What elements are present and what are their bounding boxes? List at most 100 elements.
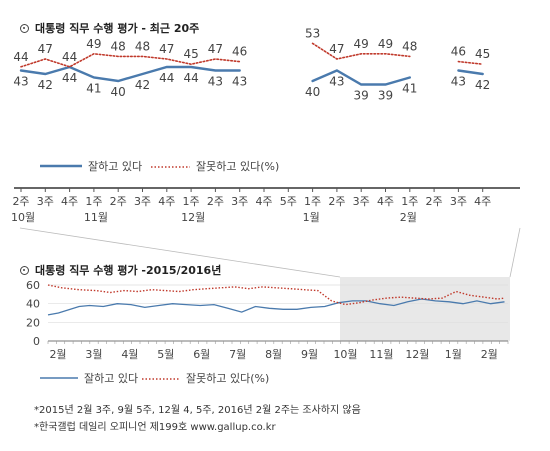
bottom-chart: 0 20 40 60 2월 3월 4월 5월 6월 7월 8월 9월 10월 11월 12월 1월 2월잘하고 … <box>19 227 521 385</box>
x-tick-label: 3주 <box>37 195 54 208</box>
top-chart-title-text: 대통령 직무 수행 평가 - 최근 20주 <box>35 22 200 35</box>
x-tick-label: 2주 <box>328 195 345 208</box>
data-label-good: 43 <box>451 75 466 89</box>
data-label-good: 40 <box>111 85 126 99</box>
bottom-chart-title-text: 대통령 직무 수행 평가 -2015/2016년 <box>35 264 222 277</box>
x-month-label: 10월 <box>11 211 35 224</box>
data-label-good: 42 <box>135 78 150 92</box>
legend-label-good: 잘하고 있다 <box>88 159 142 173</box>
data-label-bad: 49 <box>378 37 393 51</box>
x-tick-label: 2주 <box>110 195 127 208</box>
data-label-good: 39 <box>354 89 369 103</box>
x-tick-label: 4주 <box>61 195 78 208</box>
circle-bullet-icon <box>20 266 29 275</box>
legend-label-bad: 잘못하고 있다(%) <box>196 159 279 173</box>
x-tick-label: 2주 <box>426 195 443 208</box>
y-tick-label: 20 <box>26 316 40 329</box>
x-month-label: 2월 <box>49 348 66 361</box>
data-label-good: 42 <box>475 78 490 92</box>
x-tick-label: 2주 <box>12 195 29 208</box>
series-line-good <box>19 65 241 83</box>
data-label-good: 40 <box>305 85 320 99</box>
x-tick-label: 1주 <box>304 195 321 208</box>
data-label-good: 42 <box>38 78 53 92</box>
x-month-label: 2월 <box>400 211 417 224</box>
y-tick-label: 40 <box>26 298 40 311</box>
x-tick-label: 4주 <box>474 195 491 208</box>
bottom-chart-title: 대통령 직무 수행 평가 -2015/2016년 <box>20 262 221 278</box>
data-label-good: 43 <box>232 75 247 89</box>
data-label-bad: 47 <box>329 42 344 56</box>
series-line-good <box>311 69 411 86</box>
footnote-source: *한국갤럽 데일리 오피니언 제199호 www.gallup.co.kr <box>34 422 276 433</box>
zoom-connector-line <box>509 227 521 278</box>
data-label-good: 41 <box>86 82 101 96</box>
x-tick-label: 2주 <box>207 195 224 208</box>
top-chart-title: 대통령 직무 수행 평가 - 최근 20주 <box>20 20 199 36</box>
x-month-label: 8월 <box>265 348 282 361</box>
series-line-bad <box>311 42 411 60</box>
series-line-bad <box>47 284 505 306</box>
data-label-bad: 44 <box>62 50 77 64</box>
x-month-label: 10월 <box>333 348 357 361</box>
y-tick-label: 0 <box>33 335 40 348</box>
data-label-bad: 45 <box>475 47 490 61</box>
data-label-good: 41 <box>402 82 417 96</box>
data-label-good: 39 <box>378 89 393 103</box>
x-month-label: 6월 <box>193 348 210 361</box>
zoom-connector-line <box>19 227 341 278</box>
x-month-label: 7월 <box>229 348 246 361</box>
x-month-label: 12월 <box>405 348 429 361</box>
series-line-good <box>47 298 505 316</box>
data-label-bad: 49 <box>86 37 101 51</box>
highlight-band <box>340 277 510 341</box>
data-label-good: 43 <box>13 75 28 89</box>
data-label-bad: 49 <box>354 37 369 51</box>
footnote-survey: *2015년 2월 3주, 9월 5주, 12월 4, 5주, 2016년 2월… <box>34 405 361 416</box>
data-label-good: 44 <box>183 71 198 85</box>
x-month-label: 1월 <box>303 211 320 224</box>
circle-bullet-icon <box>20 24 29 33</box>
x-tick-label: 5주 <box>280 195 297 208</box>
data-label-good: 43 <box>208 75 223 89</box>
legend-label-good: 잘하고 있다 <box>84 371 138 385</box>
x-tick-label: 3주 <box>353 195 370 208</box>
data-label-bad: 44 <box>13 50 28 64</box>
x-tick-label: 1주 <box>183 195 200 208</box>
data-label-bad: 46 <box>232 45 247 59</box>
x-tick-label: 4주 <box>255 195 272 208</box>
data-label-bad: 47 <box>208 42 223 56</box>
data-label-bad: 48 <box>135 39 150 53</box>
x-month-label: 2월 <box>481 348 498 361</box>
data-label-bad: 46 <box>451 45 466 59</box>
data-label-good: 43 <box>329 75 344 89</box>
series-line-bad <box>457 60 484 65</box>
data-label-bad: 45 <box>183 47 198 61</box>
x-month-label: 3월 <box>85 348 102 361</box>
x-tick-label: 3주 <box>134 195 151 208</box>
x-month-label: 1월 <box>445 348 462 361</box>
data-label-bad: 47 <box>38 42 53 56</box>
x-tick-label: 3주 <box>231 195 248 208</box>
x-tick-label: 4주 <box>377 195 394 208</box>
x-tick-label: 1주 <box>401 195 418 208</box>
data-label-good: 44 <box>62 71 77 85</box>
x-month-label: 9월 <box>301 348 318 361</box>
series-line-bad <box>20 52 241 68</box>
x-month-label: 11월 <box>84 211 108 224</box>
data-label-bad: 47 <box>159 42 174 56</box>
series-line-good <box>457 69 484 76</box>
x-tick-label: 4주 <box>158 195 175 208</box>
x-month-label: 11월 <box>369 348 393 361</box>
data-label-bad: 48 <box>111 39 126 53</box>
top-chart: 44 47 44 49 48 48 47 45 47 46 53 47 49 49 48 46 45 43 42 44… <box>11 26 520 224</box>
data-label-good: 44 <box>159 71 174 85</box>
x-month-label: 12월 <box>181 211 205 224</box>
y-tick-label: 60 <box>26 279 40 292</box>
x-tick-label: 1주 <box>85 195 102 208</box>
x-month-label: 5월 <box>157 348 174 361</box>
data-label-bad: 48 <box>402 39 417 53</box>
x-month-label: 4월 <box>121 348 138 361</box>
legend-label-bad: 잘못하고 있다(%) <box>186 371 269 385</box>
x-tick-label: 3주 <box>450 195 467 208</box>
